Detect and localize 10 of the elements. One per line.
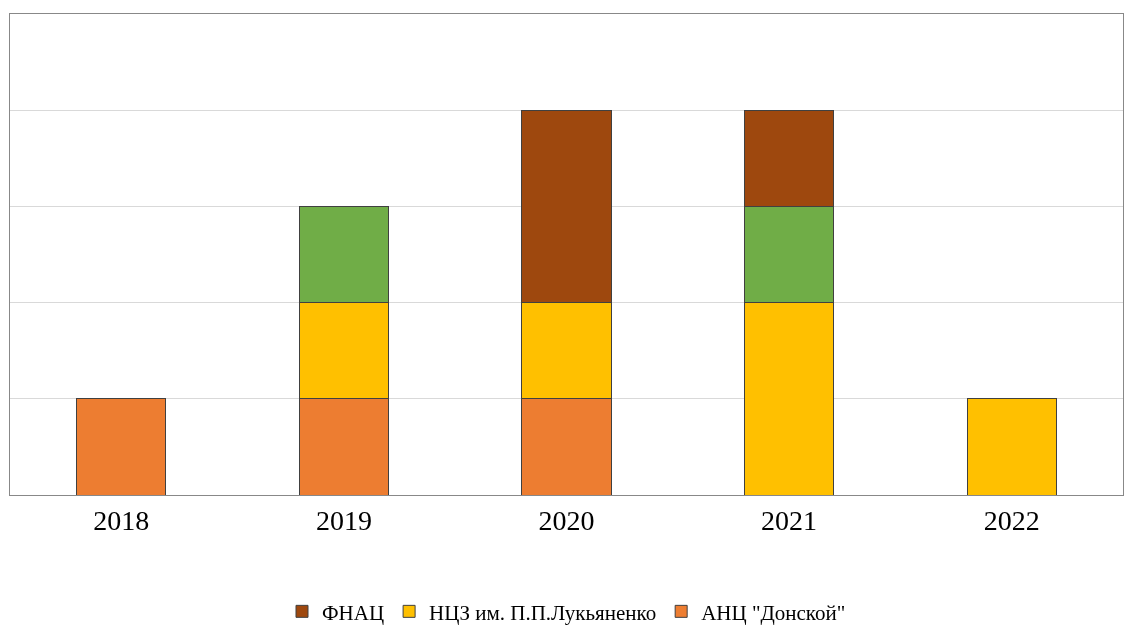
x-tick-label: 2019: [315, 504, 372, 536]
x-tick-label: 2021: [761, 504, 818, 536]
legend-label: НЦЗ им. П.П.Лукьяненко: [429, 600, 657, 625]
legend-label: АНЦ "Донской": [701, 600, 846, 625]
legend-label: ФНАЦ: [322, 600, 385, 625]
x-tick-label: 2022: [983, 504, 1040, 536]
x-tick-label: 2018: [93, 504, 150, 536]
bar: [76, 398, 167, 495]
x-tick-label: 2020: [538, 504, 595, 536]
bar: [966, 398, 1057, 495]
